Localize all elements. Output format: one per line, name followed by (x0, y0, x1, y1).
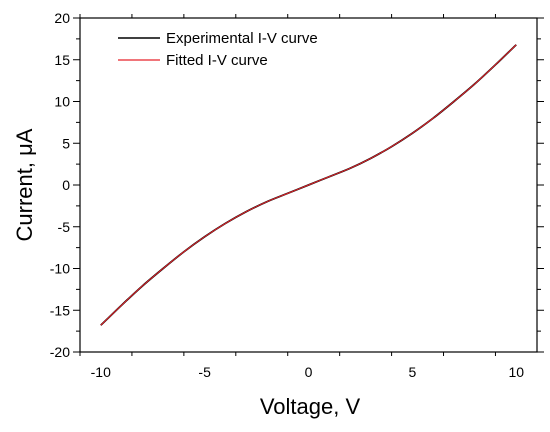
y-tick-label: -15 (50, 302, 70, 318)
series-layer (100, 44, 517, 326)
y-tick-label: -10 (50, 261, 70, 277)
y-tick-label: -20 (50, 344, 70, 360)
x-axis-title: Voltage, V (260, 394, 361, 419)
x-tick-label: -5 (198, 364, 211, 380)
y-tick-label: 20 (54, 10, 70, 26)
y-tick-label: 5 (62, 135, 70, 151)
axis-ticks (73, 14, 544, 356)
y-tick-label: 15 (54, 52, 70, 68)
x-tick-label: -10 (91, 364, 111, 380)
x-tick-label: 0 (305, 364, 313, 380)
legend-label-experimental: Experimental I-V curve (166, 30, 318, 47)
series-line-fitted (100, 44, 517, 326)
y-axis-title: Current, μA (12, 128, 37, 241)
legend: Experimental I-V curve Fitted I-V curve (118, 30, 318, 69)
y-tick-label: -5 (58, 219, 71, 235)
y-tick-label: 10 (54, 94, 70, 110)
x-tick-label: 5 (408, 364, 416, 380)
tick-labels: -10 -5 0 5 10 -20 -15 -10 -5 0 5 10 15 20 (50, 10, 524, 380)
x-tick-label: 10 (508, 364, 524, 380)
legend-label-fitted: Fitted I-V curve (166, 52, 268, 69)
y-tick-label: 0 (62, 177, 70, 193)
